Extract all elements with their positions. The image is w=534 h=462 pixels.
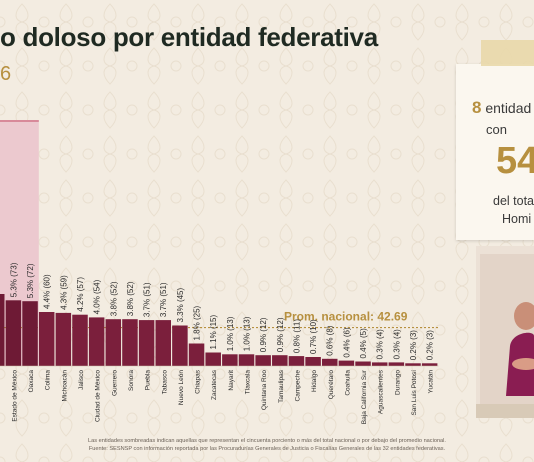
data-label: 4.2% (57) — [76, 277, 85, 312]
data-label: 0.9% (12) — [276, 317, 285, 352]
bar-sonora — [122, 319, 138, 366]
bar-zacatecas — [205, 352, 221, 366]
tape-decoration — [481, 40, 534, 66]
summary-count-line: 8 entidad — [472, 98, 531, 118]
summary-count-text: entidad — [481, 100, 532, 116]
category-label: Querétaro — [328, 370, 335, 400]
bar-michoacán — [55, 312, 72, 366]
footnote-line-1: Las entidades sombreadas indican aquella… — [88, 438, 446, 444]
bar-tamaulipas — [272, 355, 288, 366]
category-label: Tamaulipas — [278, 369, 285, 403]
data-label: 0.9% (12) — [259, 317, 268, 352]
category-label: Ciudad de México — [95, 370, 102, 422]
category-label: Tlaxcala — [245, 370, 252, 395]
bar-durango — [388, 362, 405, 366]
bar-nuevo-león — [172, 325, 188, 366]
bar-san-luis-potosí — [405, 363, 421, 366]
category-label: Jalisco — [78, 370, 85, 390]
bar-unlabeled — [0, 294, 5, 366]
summary-count: 8 — [472, 98, 482, 117]
data-label: 0.7% (10) — [309, 319, 318, 354]
data-label: 0.4% (5) — [359, 328, 368, 359]
summary-big-number: 54 — [496, 140, 534, 182]
category-label: Hidalgo — [311, 370, 318, 392]
bar-ciudad-de-méxico — [88, 317, 105, 366]
data-label: 0.3% (4) — [392, 329, 401, 360]
bar-chiapas — [188, 343, 205, 366]
data-label: 0.6% (8) — [326, 325, 335, 356]
data-label: 1.8% (25) — [193, 305, 202, 340]
bar-jalisco — [72, 314, 88, 366]
category-label: Guerrero — [111, 370, 118, 396]
category-label: San Luis Potosí — [411, 370, 418, 416]
footnote-line-2: Fuente: SESNSP con información reportada… — [88, 446, 446, 452]
category-label: Sonora — [128, 370, 135, 391]
category-label: Aguascalientes — [378, 369, 385, 414]
category-label: Yucatán — [428, 370, 435, 394]
data-label: 4.3% (59) — [59, 275, 68, 310]
data-label: 0.2% (3) — [409, 330, 418, 361]
bar-hidalgo — [305, 357, 321, 366]
data-label: 5.3% (73) — [9, 262, 18, 297]
category-label: Nuevo León — [178, 370, 185, 405]
category-label: Quintana Roo — [261, 370, 268, 410]
category-label: Campeche — [294, 370, 301, 402]
category-label: Estado de México — [11, 370, 18, 422]
bar-tlaxcala — [238, 354, 255, 366]
category-label: Chiapas — [195, 369, 202, 394]
category-label: Zacatecas — [211, 369, 218, 400]
bar-estado-de-méxico — [5, 300, 22, 366]
bar-nayarit — [222, 354, 238, 366]
bar-quintana-roo — [255, 355, 271, 366]
category-label: Durango — [394, 370, 401, 395]
data-label: 1.0% (13) — [226, 316, 235, 351]
bar-guerrero — [105, 319, 122, 366]
data-label: 0.2% (3) — [426, 330, 435, 361]
data-label: 4.4% (60) — [43, 274, 52, 309]
category-label: Colima — [45, 370, 52, 391]
bar-yucatán — [421, 363, 438, 366]
bar-colima — [38, 312, 55, 366]
data-label: 0.3% (4) — [376, 329, 385, 360]
data-label: 0.8% (11) — [292, 319, 301, 353]
category-label: Puebla — [145, 370, 152, 391]
data-label: 1.0% (13) — [243, 316, 252, 351]
category-label: Baja California Sur — [361, 369, 368, 424]
bar-baja-california-sur — [355, 361, 371, 366]
summary-card: 8 entidad con 54 del tota Homi — [456, 64, 534, 240]
category-label: Nayarit — [228, 370, 235, 391]
bar-oaxaca — [22, 301, 38, 366]
category-label: Tabasco — [161, 370, 168, 395]
summary-line-5: Homi — [502, 212, 532, 226]
category-label: Coahuila — [344, 370, 351, 396]
data-label: 3.3% (45) — [176, 287, 185, 322]
category-label: Oaxaca — [28, 370, 35, 393]
data-label: 1.1% (15) — [209, 314, 218, 349]
bar-campeche — [288, 356, 305, 366]
bar-puebla — [138, 320, 155, 366]
data-label: 3.8% (52) — [126, 281, 135, 316]
data-label: 0.4% (6) — [342, 327, 351, 358]
bar-coahuila — [338, 360, 355, 366]
data-label: 5.3% (72) — [26, 263, 35, 298]
data-label: 3.7% (51) — [159, 282, 168, 317]
bar-aguascalientes — [371, 362, 388, 366]
data-label: 4.0% (54) — [93, 279, 102, 314]
highlight-band-top — [0, 120, 39, 122]
data-label: 3.8% (52) — [109, 281, 118, 316]
speaker-photo — [476, 246, 534, 418]
bar-querétaro — [322, 358, 338, 366]
summary-line-2: con — [486, 122, 507, 137]
data-label: 3.7% (51) — [143, 282, 152, 317]
chart-title: o doloso por entidad federativa — [0, 22, 378, 52]
chart-footnote: Las entidades sombreadas indican aquella… — [0, 437, 534, 453]
average-label: Prom. nacional: 42.69 — [284, 310, 408, 324]
summary-line-4: del tota — [493, 194, 534, 208]
chart-subtitle: 6 — [0, 63, 12, 85]
category-label: Michoacán — [61, 370, 68, 402]
bar-tabasco — [155, 320, 171, 366]
